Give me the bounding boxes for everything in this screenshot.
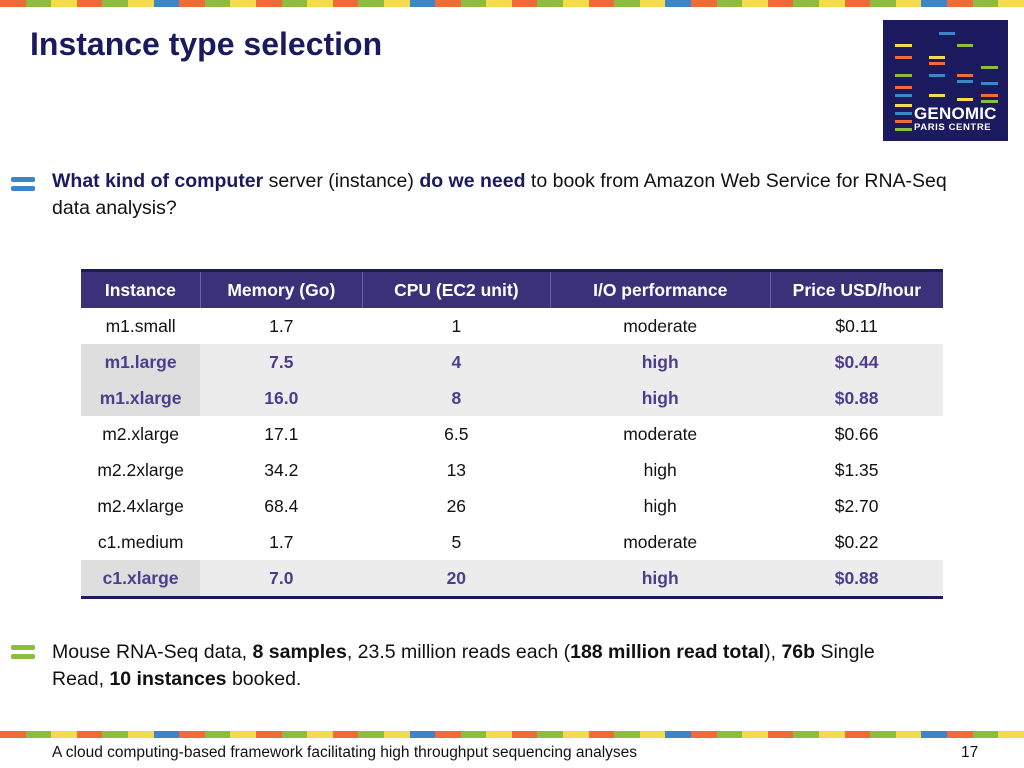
- bold-text-segment: do we need: [419, 170, 526, 192]
- table-cell: $0.88: [834, 387, 879, 408]
- slide-title: Instance type selection: [30, 26, 383, 62]
- table-cell: moderate: [623, 315, 698, 336]
- page-number: 17: [961, 744, 979, 761]
- table-cell: 13: [446, 459, 467, 480]
- bottom-color-stripe: [0, 731, 1024, 738]
- column-header: Price USD/hour: [769, 270, 943, 308]
- table-cell: high: [643, 459, 677, 480]
- column-header: Memory (Go): [199, 270, 363, 308]
- blue-bullet-icon: [11, 177, 35, 191]
- text-segment: Mouse RNA-Seq data,: [52, 641, 253, 663]
- table-row: c1.xlarge 7.0 20 high $0.88: [81, 560, 943, 598]
- table-row: m2.2xlarge 34.2 13 high $1.35: [81, 452, 943, 488]
- table-cell: $0.66: [834, 423, 879, 444]
- table-cell: moderate: [623, 531, 698, 552]
- table-cell: m2.xlarge: [102, 423, 180, 444]
- table-row: m1.xlarge 16.0 8 high $0.88: [81, 380, 943, 416]
- text-segment: booked.: [226, 668, 302, 690]
- table-cell: $0.22: [834, 531, 879, 552]
- bold-text-segment: 10 instances: [109, 668, 227, 690]
- table-cell: 8: [451, 387, 462, 408]
- table-cell: 26: [446, 495, 467, 516]
- genomic-paris-centre-logo: GENOMIC PARIS CENTRE: [883, 20, 1008, 141]
- table-cell: 4: [451, 351, 462, 372]
- text-segment: , 23.5 million reads each (: [346, 641, 571, 663]
- table-cell: m2.4xlarge: [97, 495, 184, 516]
- table-cell: c1.xlarge: [81, 560, 201, 598]
- table-row: c1.medium 1.7 5 moderate $0.22: [81, 524, 943, 560]
- instance-table: Instance Memory (Go) CPU (EC2 unit) I/O per…: [81, 269, 943, 599]
- table-cell: $0.44: [834, 351, 879, 372]
- footer-text: A cloud computing-based framework facili…: [52, 744, 638, 761]
- bold-text-segment: 8 samples: [252, 641, 347, 663]
- logo-text-genomic: GENOMIC: [914, 104, 997, 123]
- text-segment: server (instance): [263, 170, 420, 192]
- table-cell: $2.70: [834, 495, 879, 516]
- table-header-row: Instance Memory (Go) CPU (EC2 unit) I/O per…: [81, 270, 943, 308]
- table-row: m1.large 7.5 4 high $0.44: [81, 344, 943, 380]
- column-header: I/O performance: [549, 270, 771, 308]
- table-row: m2.xlarge 17.1 6.5 moderate $0.66: [81, 416, 943, 452]
- table-cell: 7.5: [269, 351, 294, 372]
- table-cell: high: [641, 567, 679, 588]
- table-cell: m2.2xlarge: [97, 459, 184, 480]
- table-cell: 5: [451, 531, 462, 552]
- logo-text-paris-centre: PARIS CENTRE: [914, 122, 992, 133]
- bold-text-segment: What kind of computer: [52, 170, 264, 192]
- table-cell: 16.0: [264, 387, 299, 408]
- bold-text-segment: 188 million read total: [570, 641, 765, 663]
- table-cell: high: [641, 351, 679, 372]
- table-cell: 34.2: [264, 459, 299, 480]
- text-segment: to book from Amazon Web Service for RNA-…: [52, 170, 947, 219]
- text-segment: Single Read,: [52, 641, 875, 690]
- summary-text: Mouse RNA-Seq data, 8 samples, 23.5 mill…: [52, 639, 922, 693]
- table-cell: m1.large: [81, 344, 201, 380]
- table-cell: high: [643, 495, 677, 516]
- table-cell: 1: [451, 315, 462, 336]
- text-segment: ),: [764, 641, 782, 663]
- table-row: m2.4xlarge 68.4 26 high $2.70: [81, 488, 943, 524]
- table-cell: m1.small: [105, 315, 176, 336]
- green-bullet-icon: [11, 645, 35, 659]
- table-cell: 1.7: [269, 315, 294, 336]
- table-cell: 68.4: [264, 495, 299, 516]
- column-header: CPU (EC2 unit): [361, 270, 551, 308]
- bold-text-segment: 76b: [781, 641, 816, 663]
- table-cell: m1.xlarge: [81, 380, 201, 416]
- table-cell: high: [641, 387, 679, 408]
- top-color-stripe: [0, 0, 1024, 7]
- table-cell: $0.11: [835, 315, 878, 336]
- table-cell: 6.5: [444, 423, 469, 444]
- table-row: m1.small 1.7 1 moderate $0.11: [81, 308, 943, 344]
- table-cell: 20: [446, 567, 467, 588]
- table-cell: moderate: [623, 423, 698, 444]
- table-cell: 7.0: [269, 567, 294, 588]
- table-cell: $1.35: [834, 459, 879, 480]
- table-cell: $0.88: [834, 567, 879, 588]
- question-text: What kind of computer server (instance) …: [52, 168, 982, 222]
- table-cell: c1.medium: [97, 531, 184, 552]
- table-cell: 1.7: [269, 531, 294, 552]
- column-header: Instance: [81, 270, 201, 308]
- table-cell: 17.1: [264, 423, 299, 444]
